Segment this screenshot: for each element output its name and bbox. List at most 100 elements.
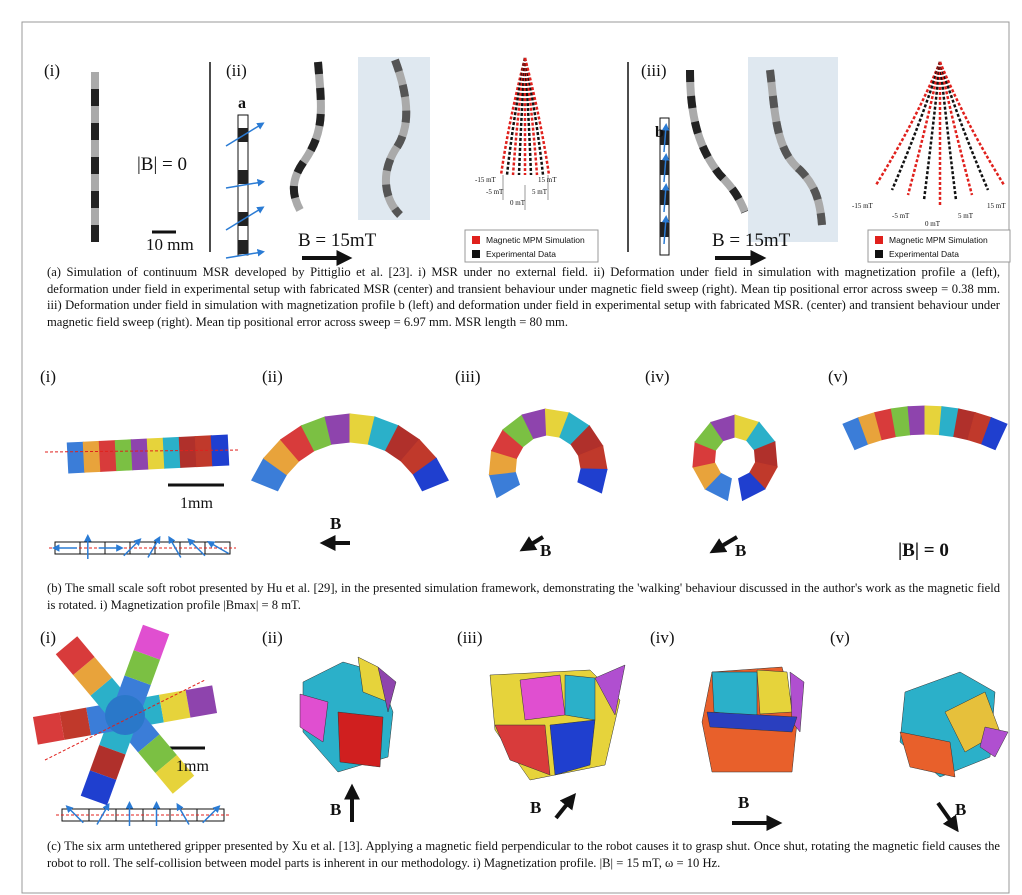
- sweep-label: -5 mT: [486, 188, 504, 196]
- field-label: B: [540, 541, 551, 560]
- sweep-line: [876, 62, 940, 185]
- scale-label: 1mm: [180, 495, 213, 512]
- field-label: |B| = 0: [898, 540, 949, 561]
- scale-label: 1mm: [176, 758, 209, 775]
- robot-segment: [908, 406, 925, 435]
- gripper-face: [520, 675, 565, 720]
- rod: [294, 62, 321, 210]
- stroke: [68, 807, 84, 823]
- field-label: B = 15mT: [298, 230, 377, 251]
- stroke: [556, 798, 572, 818]
- sweep-line: [525, 58, 537, 175]
- sweep-line: [940, 62, 1004, 185]
- figure: (i) (ii) (iii) a b |B| = 0 10 mm B = 15m…: [0, 0, 1022, 895]
- rod-segment: [91, 89, 99, 106]
- rod-segment: [91, 123, 99, 140]
- sub-label: (i): [44, 61, 60, 80]
- robot-segment: [179, 437, 196, 468]
- sub-label: (ii): [226, 61, 247, 80]
- gripper-face: [300, 694, 328, 742]
- caption: (a) Simulation of continuum MSR develope…: [47, 264, 1000, 330]
- caption: (b) The small scale soft robot presented…: [47, 580, 1000, 613]
- rod-segment: [91, 191, 99, 208]
- legend-entry: Magnetic MPM Simulation: [486, 235, 585, 245]
- rod-segment: [91, 225, 99, 242]
- stroke: [203, 807, 219, 823]
- sub-label: (ii): [262, 367, 283, 386]
- rod-segment: [238, 170, 248, 184]
- sub-label: (iv): [650, 628, 675, 647]
- sweep-label: 0 mT: [510, 199, 526, 207]
- rod-segment: [91, 208, 99, 225]
- robot-segment: [489, 472, 519, 498]
- sweep-label: 5 mT: [532, 188, 548, 196]
- sub-label: (iii): [457, 628, 483, 647]
- sweep-line: [525, 58, 543, 175]
- sub-label: (iv): [645, 367, 670, 386]
- field-label: B: [530, 798, 541, 817]
- sub-label: (iii): [455, 367, 481, 386]
- robot-segment: [131, 439, 148, 470]
- sweep-line: [940, 62, 972, 195]
- sweep-label: 15 mT: [538, 176, 557, 184]
- field-label: B: [330, 800, 341, 819]
- gripper-face: [338, 712, 383, 767]
- robot-segment: [578, 469, 607, 493]
- sub-label: (v): [828, 367, 848, 386]
- rod-segment: [91, 106, 99, 123]
- field-label: B: [955, 800, 966, 819]
- sweep-line: [525, 58, 549, 175]
- sub-label: (v): [830, 628, 850, 647]
- robot-segment: [99, 441, 116, 472]
- arm-segment: [33, 712, 64, 744]
- field-label: |B| = 0: [137, 154, 187, 175]
- sweep-label: -15 mT: [852, 202, 874, 210]
- field-label: B: [735, 541, 746, 560]
- gripper-face: [712, 672, 757, 717]
- caption: (c) The six arm untethered gripper prese…: [47, 838, 1000, 871]
- sub-label: (iii): [641, 61, 667, 80]
- legend-entry: Experimental Data: [486, 249, 556, 259]
- sweep-line: [908, 62, 940, 195]
- sweep-label: 15 mT: [987, 202, 1006, 210]
- gripper-face: [757, 670, 792, 714]
- sub-label: (ii): [262, 628, 283, 647]
- scale-label: 10 mm: [146, 235, 194, 254]
- gripper-face: [565, 675, 595, 720]
- profile-label: b: [655, 124, 664, 141]
- field-label: B = 15mT: [712, 230, 791, 251]
- robot-segment: [147, 438, 164, 469]
- photo: [358, 57, 430, 220]
- robot-segment: [83, 441, 100, 472]
- rod-segment: [238, 240, 248, 254]
- sweep-line: [892, 62, 940, 190]
- sweep-label: 0 mT: [925, 220, 941, 228]
- sweep-label: -5 mT: [892, 212, 910, 220]
- sweep-label: 5 mT: [958, 212, 974, 220]
- legend-entry: Experimental Data: [889, 249, 959, 259]
- sub-label: (i): [40, 628, 56, 647]
- legend-entry: Magnetic MPM Simulation: [889, 235, 988, 245]
- arm-segment: [186, 685, 217, 717]
- legend-swatch: [472, 236, 480, 244]
- robot-segment: [163, 437, 180, 468]
- hub: [105, 695, 145, 735]
- sub-label: (i): [40, 367, 56, 386]
- legend-swatch: [875, 236, 883, 244]
- legend-swatch: [472, 250, 480, 258]
- rod-segment: [91, 157, 99, 174]
- stroke: [938, 803, 955, 827]
- profile-label: a: [238, 95, 246, 112]
- stroke: [715, 537, 737, 550]
- field-label: B: [738, 793, 749, 812]
- arm-segment: [60, 708, 91, 740]
- rod-segment: [91, 72, 99, 89]
- legend-swatch: [875, 250, 883, 258]
- field-label: B: [330, 514, 341, 533]
- rod-segment: [91, 174, 99, 191]
- figure-graphics: (i) (ii) (iii) a b |B| = 0 10 mm B = 15m…: [0, 0, 1022, 895]
- robot-segment: [67, 442, 84, 473]
- robot-segment: [195, 436, 212, 467]
- robot-segment: [115, 440, 132, 471]
- sweep-label: -15 mT: [475, 176, 497, 184]
